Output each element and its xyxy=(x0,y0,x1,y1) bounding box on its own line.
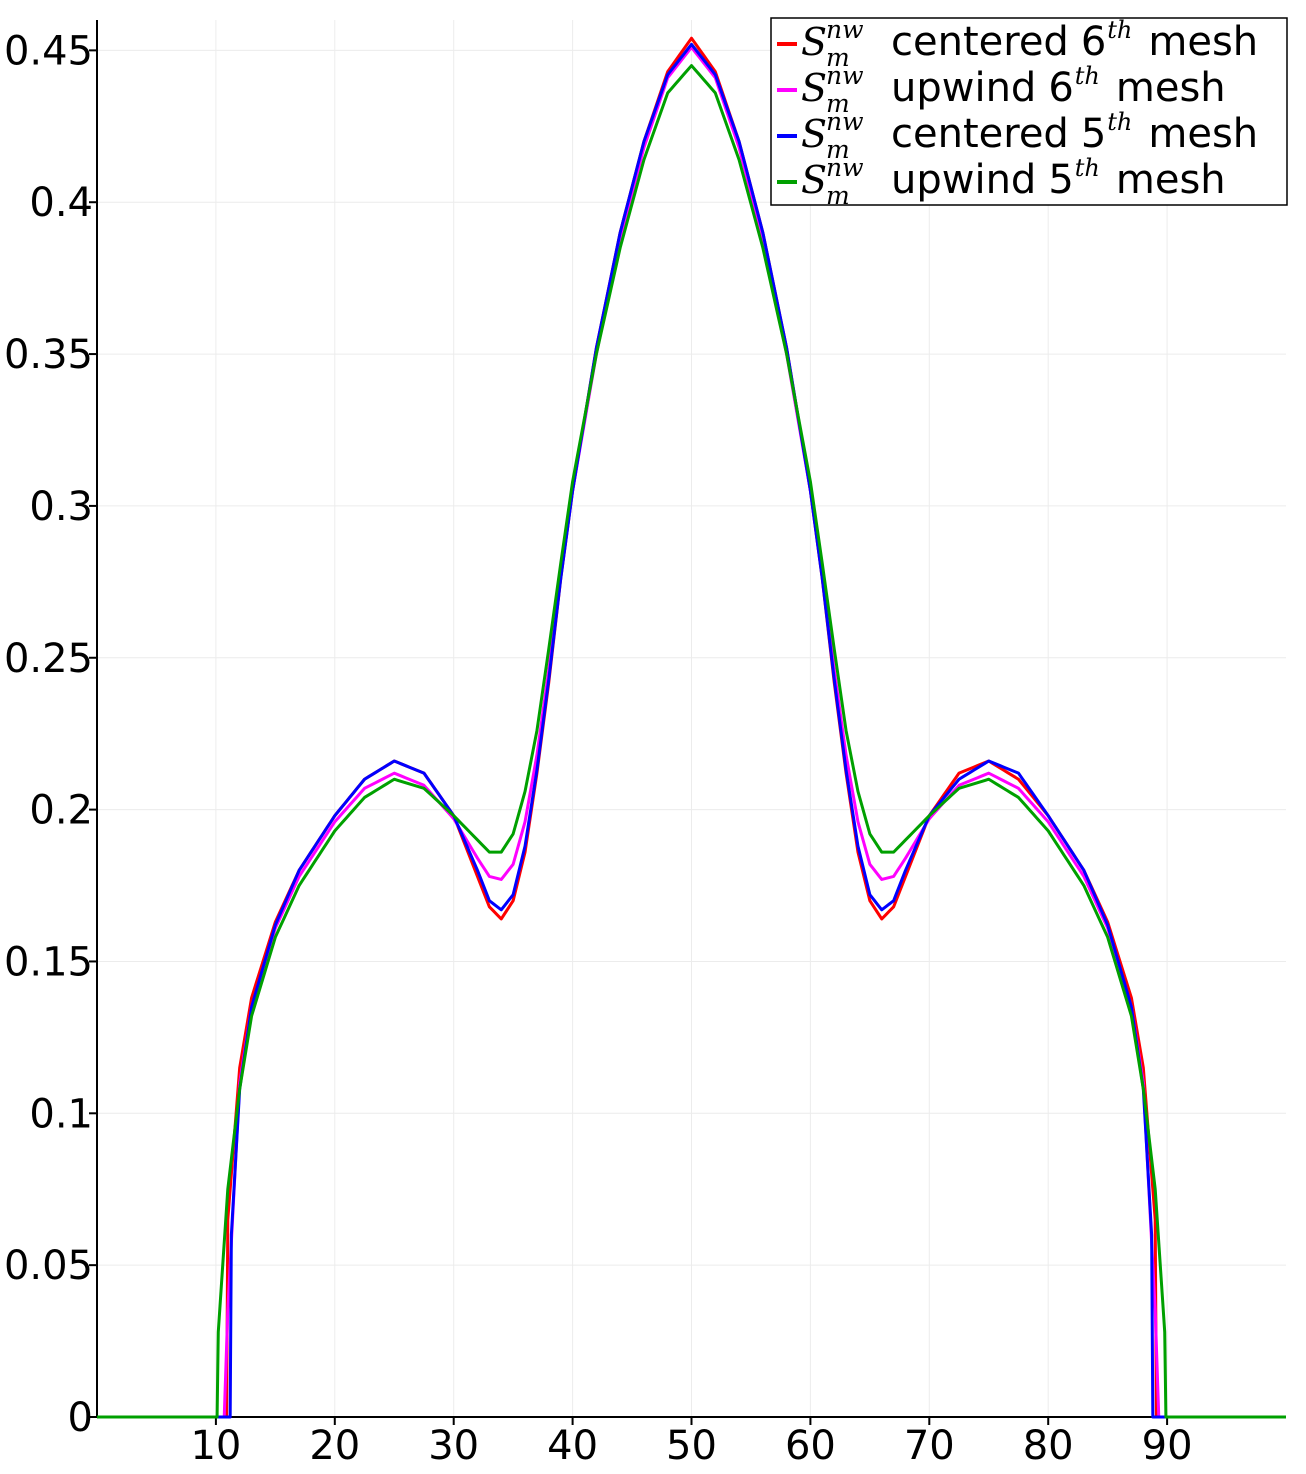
legend-suffix: mesh xyxy=(1148,111,1258,157)
legend-subscript: m xyxy=(826,135,850,164)
series-lines xyxy=(97,36,1286,1419)
y-tick-label: 0.35 xyxy=(4,332,93,378)
legend-symbol: S xyxy=(801,66,827,110)
series-line-2 xyxy=(97,45,1286,1419)
legend-subscript: m xyxy=(826,43,850,72)
grid-lines xyxy=(97,20,1286,1417)
x-tick-label: 40 xyxy=(547,1423,598,1469)
legend-scheme: centered xyxy=(891,111,1069,157)
x-tick-label: 80 xyxy=(1023,1423,1074,1469)
legend-scheme: upwind xyxy=(891,65,1036,111)
legend-order: 6 xyxy=(1081,19,1106,65)
x-axis-ticks: 10 20 30 40 50 60 70 80 90 xyxy=(190,1417,1193,1469)
legend-symbol: S xyxy=(801,112,827,156)
legend-symbol: S xyxy=(801,158,827,202)
legend-box xyxy=(770,17,1288,206)
legend-suffix: mesh xyxy=(1116,65,1226,111)
legend-symbol: S xyxy=(801,20,827,64)
legend-order: 6 xyxy=(1048,65,1073,111)
x-tick-label: 30 xyxy=(428,1423,479,1469)
x-tick-label: 50 xyxy=(666,1423,717,1469)
legend-subscript: m xyxy=(826,181,850,210)
legend-suffix: mesh xyxy=(1148,19,1258,65)
legend-order-superscript: th xyxy=(1107,108,1132,136)
y-tick-label: 0.45 xyxy=(4,28,93,74)
y-tick-label: 0.05 xyxy=(4,1243,93,1289)
legend-subscript: m xyxy=(826,89,850,118)
x-tick-label: 70 xyxy=(904,1423,955,1469)
x-tick-label: 20 xyxy=(309,1423,360,1469)
y-tick-label: 0.25 xyxy=(4,636,93,682)
x-tick-label: 90 xyxy=(1142,1423,1193,1469)
y-axis-ticks: 0 0.05 0.1 0.15 0.2 0.25 0.3 0.35 0.4 0.45 xyxy=(4,28,97,1441)
y-tick-label: 0 xyxy=(68,1395,93,1441)
legend-scheme: upwind xyxy=(891,157,1036,203)
legend-order: 5 xyxy=(1048,157,1073,203)
legend-order-superscript: th xyxy=(1075,62,1100,90)
series-line-3 xyxy=(97,42,1286,1419)
y-tick-label: 0.2 xyxy=(29,788,93,834)
legend-suffix: mesh xyxy=(1116,157,1226,203)
y-tick-label: 0.3 xyxy=(29,484,93,530)
series-line-4 xyxy=(97,64,1286,1419)
legend-superscript: nw xyxy=(826,107,864,136)
legend-superscript: nw xyxy=(826,153,864,182)
legend-superscript: nw xyxy=(826,15,864,44)
y-tick-label: 0.15 xyxy=(4,939,93,985)
y-tick-label: 0.4 xyxy=(29,180,93,226)
x-tick-label: 60 xyxy=(785,1423,836,1469)
legend-order-superscript: th xyxy=(1107,16,1132,44)
legend-order: 5 xyxy=(1081,111,1106,157)
y-tick-label: 0.1 xyxy=(29,1091,93,1137)
x-tick-label: 10 xyxy=(190,1423,241,1469)
legend-order-superscript: th xyxy=(1075,154,1100,182)
legend-superscript: nw xyxy=(826,61,864,90)
legend-scheme: centered xyxy=(891,19,1069,65)
